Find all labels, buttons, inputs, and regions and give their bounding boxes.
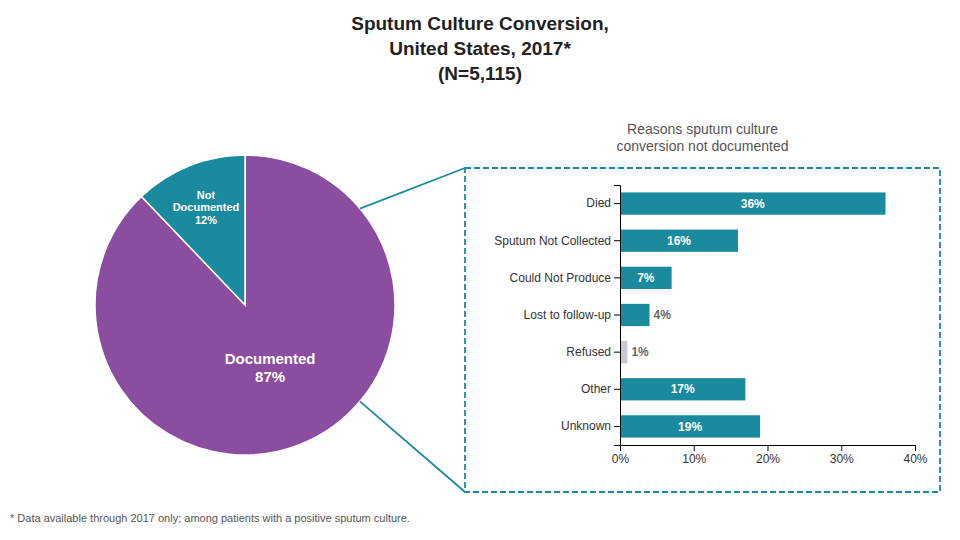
bar-subtitle-line: conversion not documented: [617, 138, 789, 154]
x-tick-mark: [915, 445, 916, 451]
x-tick: 10%: [682, 445, 706, 466]
y-tick-label: Other: [581, 382, 611, 396]
x-tick: 30%: [830, 445, 854, 466]
chart-title-line: Sputum Culture Conversion,: [351, 13, 609, 34]
bar-value-label: 16%: [667, 234, 691, 248]
bar-value-label: 19%: [678, 420, 702, 434]
bar-subtitle: Reasons sputum cultureconversion not doc…: [617, 121, 789, 154]
slice-category-label: Documented: [225, 350, 316, 367]
x-tick-label: 40%: [903, 452, 927, 466]
bar: [620, 341, 627, 363]
y-tick: Lost to follow-up: [524, 308, 620, 322]
x-tick-label: 30%: [830, 452, 854, 466]
footnote: * Data available through 2017 only; amon…: [10, 512, 410, 524]
y-tick-mark: [614, 240, 620, 241]
bar: [620, 378, 745, 400]
bar-value-label: 4%: [654, 308, 672, 322]
x-tick: 0%: [612, 445, 630, 466]
x-axis-line: [621, 446, 916, 452]
chart-canvas: Sputum Culture Conversion, United States,…: [0, 0, 960, 540]
x-tick-label: 20%: [756, 452, 780, 466]
y-tick-mark: [614, 389, 620, 390]
x-tick-mark: [694, 445, 695, 451]
bar: [620, 415, 760, 437]
bar-subtitle-line: Reasons sputum culture: [627, 121, 778, 137]
y-tick-label: Unknown: [561, 419, 611, 433]
slice-category-label-line: Not: [197, 189, 216, 201]
bar-value-labels: 36% 16% 7% 4% 1% 17% 19%: [631, 197, 765, 434]
y-tick-label: Refused: [566, 345, 611, 359]
y-tick-mark: [614, 277, 620, 278]
bar-value-label: 36%: [741, 197, 765, 211]
y-tick: Could Not Produce: [510, 271, 620, 285]
y-tick: Unknown: [561, 419, 620, 433]
y-tick-label: Sputum Not Collected: [494, 234, 611, 248]
x-tick-label: 10%: [682, 452, 706, 466]
chart-title: Sputum Culture Conversion, United States,…: [351, 13, 609, 84]
bar-value-label: 7%: [637, 271, 655, 285]
x-tick: 40%: [903, 445, 927, 466]
connector-line: [360, 168, 465, 209]
x-axis: 0% 10% 20% 30% 40%: [612, 445, 928, 466]
callout-box: [465, 168, 940, 492]
x-tick-label: 0%: [612, 452, 630, 466]
bar: [620, 230, 738, 252]
slice-value-label: 87%: [255, 368, 285, 385]
pie-slice: [141, 155, 245, 305]
pie-labels: Documented87%NotDocumented12%: [173, 189, 316, 385]
x-tick: 20%: [756, 445, 780, 466]
y-tick-label: Could Not Produce: [510, 271, 612, 285]
bar: [620, 192, 886, 214]
x-tick-mark: [768, 445, 769, 451]
y-tick: Died: [586, 196, 620, 210]
y-tick-label: Died: [586, 196, 611, 210]
slice-category-label-line: Documented: [173, 201, 240, 213]
bar-value-label: 1%: [631, 345, 649, 359]
y-tick: Refused: [566, 345, 620, 359]
slice-value-label: 12%: [195, 214, 217, 226]
connector-line: [360, 401, 465, 492]
bar: [620, 267, 672, 289]
pie: [95, 155, 395, 455]
y-tick-label: Lost to follow-up: [524, 308, 612, 322]
bar: [620, 304, 650, 326]
chart-title-line: United States, 2017*: [389, 38, 571, 59]
chart-title-line: (N=5,115): [438, 63, 522, 84]
y-tick-mark: [614, 426, 620, 427]
x-tick-mark: [841, 445, 842, 451]
y-axis-line: [614, 186, 621, 446]
y-tick-mark: [614, 203, 620, 204]
bar-value-label: 17%: [671, 382, 695, 396]
pie-slice: [95, 155, 395, 455]
y-tick-mark: [614, 352, 620, 353]
y-tick: Sputum Not Collected: [494, 234, 620, 248]
y-axis: Died Sputum Not Collected Could Not Produc…: [494, 186, 620, 446]
bars: [620, 192, 886, 437]
slice-category-label-line: Documented: [225, 350, 316, 367]
slice-category-label: NotDocumented: [173, 189, 240, 214]
y-tick-mark: [614, 315, 620, 316]
y-tick: Other: [581, 382, 620, 396]
